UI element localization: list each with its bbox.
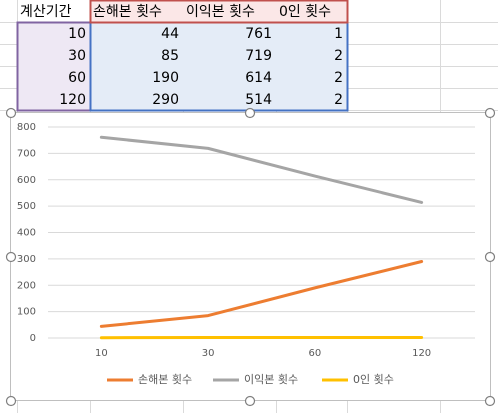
cell: 85: [161, 48, 179, 64]
range-highlight: [16, 0, 349, 112]
cell: 2: [334, 92, 343, 108]
legend-label: 0인 횟수: [353, 373, 394, 386]
cell: 290: [152, 92, 179, 108]
x-tick-label: 120: [412, 348, 431, 359]
y-tick-label: 200: [17, 280, 36, 291]
header-cell: 0인 횟수: [279, 4, 331, 20]
y-tick-label: 800: [17, 122, 36, 133]
y-tick-label: 500: [17, 201, 36, 212]
y-tick-label: 100: [17, 307, 36, 318]
legend-label: 이익본 횟수: [244, 373, 298, 386]
cell: 719: [245, 48, 272, 64]
x-tick-label: 30: [202, 348, 215, 359]
cell: 514: [245, 92, 272, 108]
y-tick-label: 600: [17, 175, 36, 186]
cell: 614: [245, 70, 272, 86]
chart: 0 100 200 300 400 500 600 700 800 10 30 60 120 손해본 횟수…: [17, 122, 475, 386]
selection-handles[interactable]: [5, 107, 496, 407]
cell: 2: [334, 48, 343, 64]
x-tick-label: 10: [95, 348, 108, 359]
cell: 60: [68, 70, 86, 86]
y-tick-label: 300: [17, 254, 36, 265]
header-cell: 계산기간: [20, 4, 72, 20]
y-tick-label: 700: [17, 148, 36, 159]
cell: 2: [334, 70, 343, 86]
cell: 761: [245, 26, 272, 42]
cell: 120: [59, 92, 86, 108]
x-tick-label: 60: [309, 348, 322, 359]
cell: 190: [152, 70, 179, 86]
y-tick-label: 0: [30, 333, 36, 344]
header-cell: 손해본 횟수: [93, 4, 162, 20]
series-line: [99, 260, 424, 328]
cell: 44: [161, 26, 179, 42]
header-cell: 이익본 횟수: [186, 4, 255, 20]
cell: 1: [334, 26, 343, 42]
series-line: [99, 135, 424, 204]
table: 계산기간 손해본 횟수 이익본 횟수 0인 횟수 10 44 761 1 30 85 719 2 60 1…: [20, 4, 343, 108]
cell: 30: [68, 48, 86, 64]
y-tick-label: 400: [17, 228, 36, 239]
cell: 10: [68, 26, 86, 42]
legend-label: 손해본 횟수: [138, 372, 192, 386]
